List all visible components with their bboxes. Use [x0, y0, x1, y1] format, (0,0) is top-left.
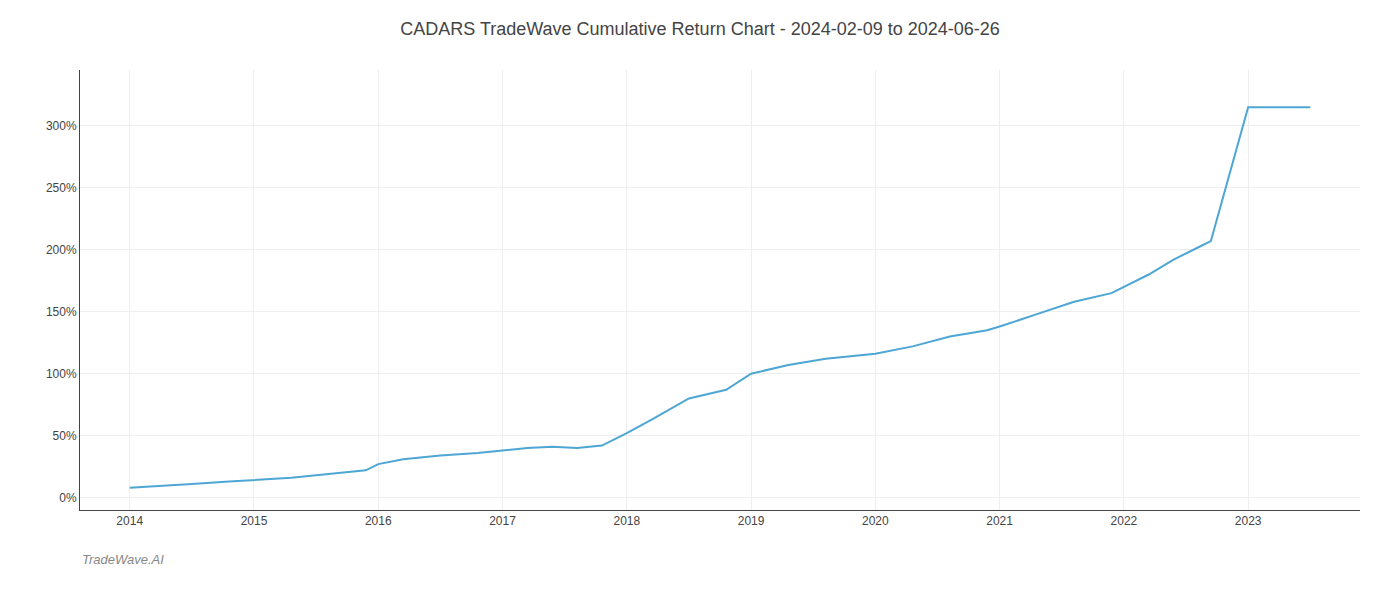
svg-text:2015: 2015 [241, 514, 268, 528]
svg-text:2020: 2020 [862, 514, 889, 528]
svg-text:CADARS TradeWave Cumulative Re: CADARS TradeWave Cumulative Return Chart… [400, 19, 1000, 39]
svg-text:2023: 2023 [1235, 514, 1262, 528]
svg-text:2017: 2017 [489, 514, 516, 528]
svg-text:2019: 2019 [738, 514, 765, 528]
svg-text:TradeWave.AI: TradeWave.AI [82, 552, 164, 567]
svg-text:150%: 150% [46, 305, 77, 319]
svg-text:50%: 50% [53, 429, 77, 443]
svg-text:200%: 200% [46, 243, 77, 257]
svg-text:100%: 100% [46, 367, 77, 381]
svg-text:2018: 2018 [613, 514, 640, 528]
svg-text:2022: 2022 [1111, 514, 1138, 528]
svg-text:250%: 250% [46, 181, 77, 195]
svg-text:300%: 300% [46, 119, 77, 133]
svg-text:2016: 2016 [365, 514, 392, 528]
svg-text:0%: 0% [59, 491, 77, 505]
svg-text:2014: 2014 [116, 514, 143, 528]
svg-text:2021: 2021 [986, 514, 1013, 528]
